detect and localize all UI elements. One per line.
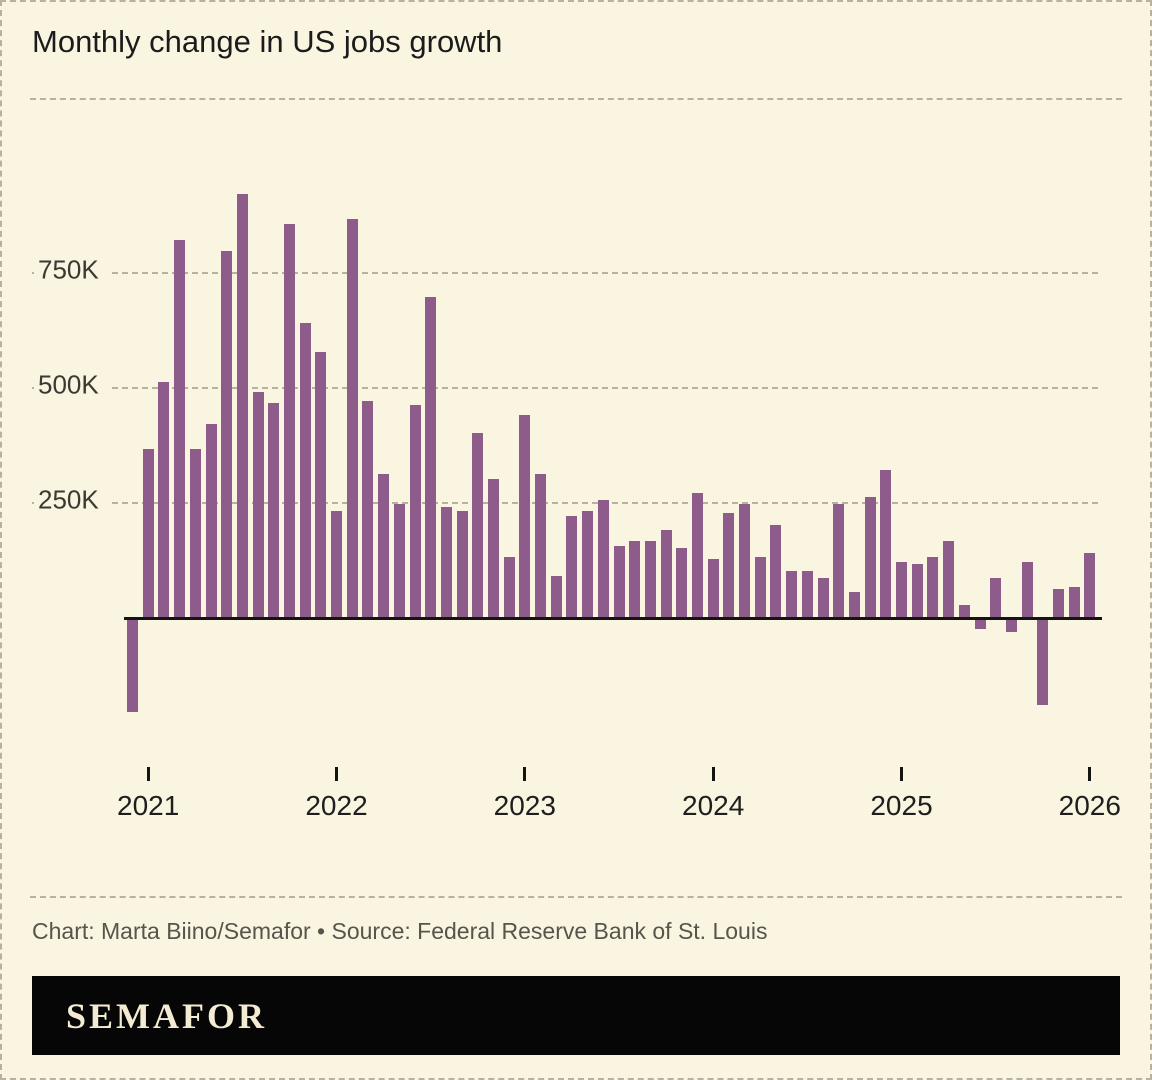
x-year-label: 2025 xyxy=(870,790,933,821)
bar-2021-12 xyxy=(315,352,327,617)
bar-2021-02 xyxy=(158,382,170,617)
bar-2022-02 xyxy=(346,219,358,617)
bar-2025-10 xyxy=(1037,620,1049,705)
top-divider xyxy=(30,98,1122,100)
bar-2022-06 xyxy=(409,405,421,617)
bottom-divider xyxy=(30,896,1122,898)
x-tick-2023 xyxy=(523,767,527,781)
bar-2022-11 xyxy=(488,479,499,617)
bar-2023-11 xyxy=(676,548,688,617)
bar-2021-11 xyxy=(299,323,311,617)
bar-2023-01 xyxy=(519,415,531,617)
bar-2022-03 xyxy=(362,401,374,617)
bar-2022-05 xyxy=(393,504,405,617)
semafor-logo: SEMAFOR xyxy=(66,995,267,1036)
x-year-label: 2026 xyxy=(1058,790,1121,821)
bar-2024-05 xyxy=(770,525,782,617)
bar-2021-10 xyxy=(283,224,295,617)
bar-2024-07 xyxy=(801,571,813,617)
bar-2024-08 xyxy=(817,578,829,617)
bar-2024-06 xyxy=(786,571,798,617)
bar-2023-02 xyxy=(535,474,546,617)
bar-2024-04 xyxy=(754,557,766,617)
bar-2024-12 xyxy=(880,470,892,617)
bar-2023-04 xyxy=(566,516,578,617)
x-year-label: 2022 xyxy=(305,790,368,821)
bar-2022-08 xyxy=(440,507,452,617)
x-tick-2022 xyxy=(335,767,338,781)
bar-2024-09 xyxy=(833,504,845,617)
bar-2024-01 xyxy=(707,559,719,617)
bar-2025-04 xyxy=(943,541,955,617)
bar-chart: 750K 500K 250K 2021 2022 2023 2024 2025 2026 xyxy=(32,112,1124,842)
bars xyxy=(32,112,1124,842)
bar-2025-05 xyxy=(958,605,970,617)
bar-2021-08 xyxy=(252,392,264,617)
bar-2024-02 xyxy=(723,513,735,617)
x-tick-2024 xyxy=(711,767,715,781)
bar-2023-09 xyxy=(644,541,656,617)
bar-2021-09 xyxy=(268,403,280,617)
bar-2025-01 xyxy=(896,562,907,617)
bar-2025-06 xyxy=(974,620,986,629)
x-tick-2026 xyxy=(1088,767,1092,781)
x-tick-2025 xyxy=(900,767,903,781)
x-tick-2021 xyxy=(146,767,150,781)
y-tick-label: 750K xyxy=(34,251,111,289)
chart-title: Monthly change in US jobs growth xyxy=(32,24,503,59)
footer-bar: SEMAFOR xyxy=(32,976,1120,1055)
y-tick-label: 500K xyxy=(34,366,111,404)
bar-2021-05 xyxy=(205,424,217,617)
bar-2023-03 xyxy=(550,576,562,617)
bar-2023-10 xyxy=(660,530,672,617)
bar-2022-07 xyxy=(425,297,437,617)
gridline-750K xyxy=(32,272,1098,274)
bar-2021-06 xyxy=(221,251,233,617)
bar-2022-09 xyxy=(456,511,468,617)
bar-2023-12 xyxy=(692,493,703,617)
bar-2024-10 xyxy=(848,592,860,617)
x-year-label: 2021 xyxy=(117,790,180,821)
y-tick-label: 250K xyxy=(34,481,111,519)
x-year-label: 2024 xyxy=(682,790,745,821)
bar-2023-05 xyxy=(582,511,594,617)
bar-2022-10 xyxy=(472,433,484,617)
bar-2021-01 xyxy=(142,449,154,617)
credit-line: Chart: Marta Biino/Semafor • Source: Fed… xyxy=(32,918,768,944)
bar-2022-01 xyxy=(331,511,342,617)
bar-2025-11 xyxy=(1052,589,1064,617)
bar-2023-07 xyxy=(613,546,625,617)
zero-baseline xyxy=(124,617,1102,620)
bar-2021-04 xyxy=(189,449,201,617)
bar-2020-12 xyxy=(127,620,138,712)
bar-2025-02 xyxy=(911,564,923,617)
bar-2021-07 xyxy=(236,194,248,617)
bar-2025-07 xyxy=(990,578,1002,617)
bar-2025-09 xyxy=(1021,562,1033,617)
bar-2025-12 xyxy=(1068,587,1080,617)
bar-2025-03 xyxy=(927,557,939,617)
bar-2023-08 xyxy=(629,541,641,617)
bar-2024-03 xyxy=(739,504,750,617)
bar-2023-06 xyxy=(597,500,609,617)
bar-2026-01 xyxy=(1084,553,1096,617)
gridline-500K xyxy=(32,387,1098,389)
gridline-250K xyxy=(32,502,1098,504)
bar-2025-08 xyxy=(1005,620,1017,632)
bar-2021-03 xyxy=(174,240,186,617)
x-year-label: 2023 xyxy=(493,790,556,821)
bar-2022-04 xyxy=(378,474,390,617)
bar-2022-12 xyxy=(503,557,515,617)
bar-2024-11 xyxy=(864,497,876,617)
